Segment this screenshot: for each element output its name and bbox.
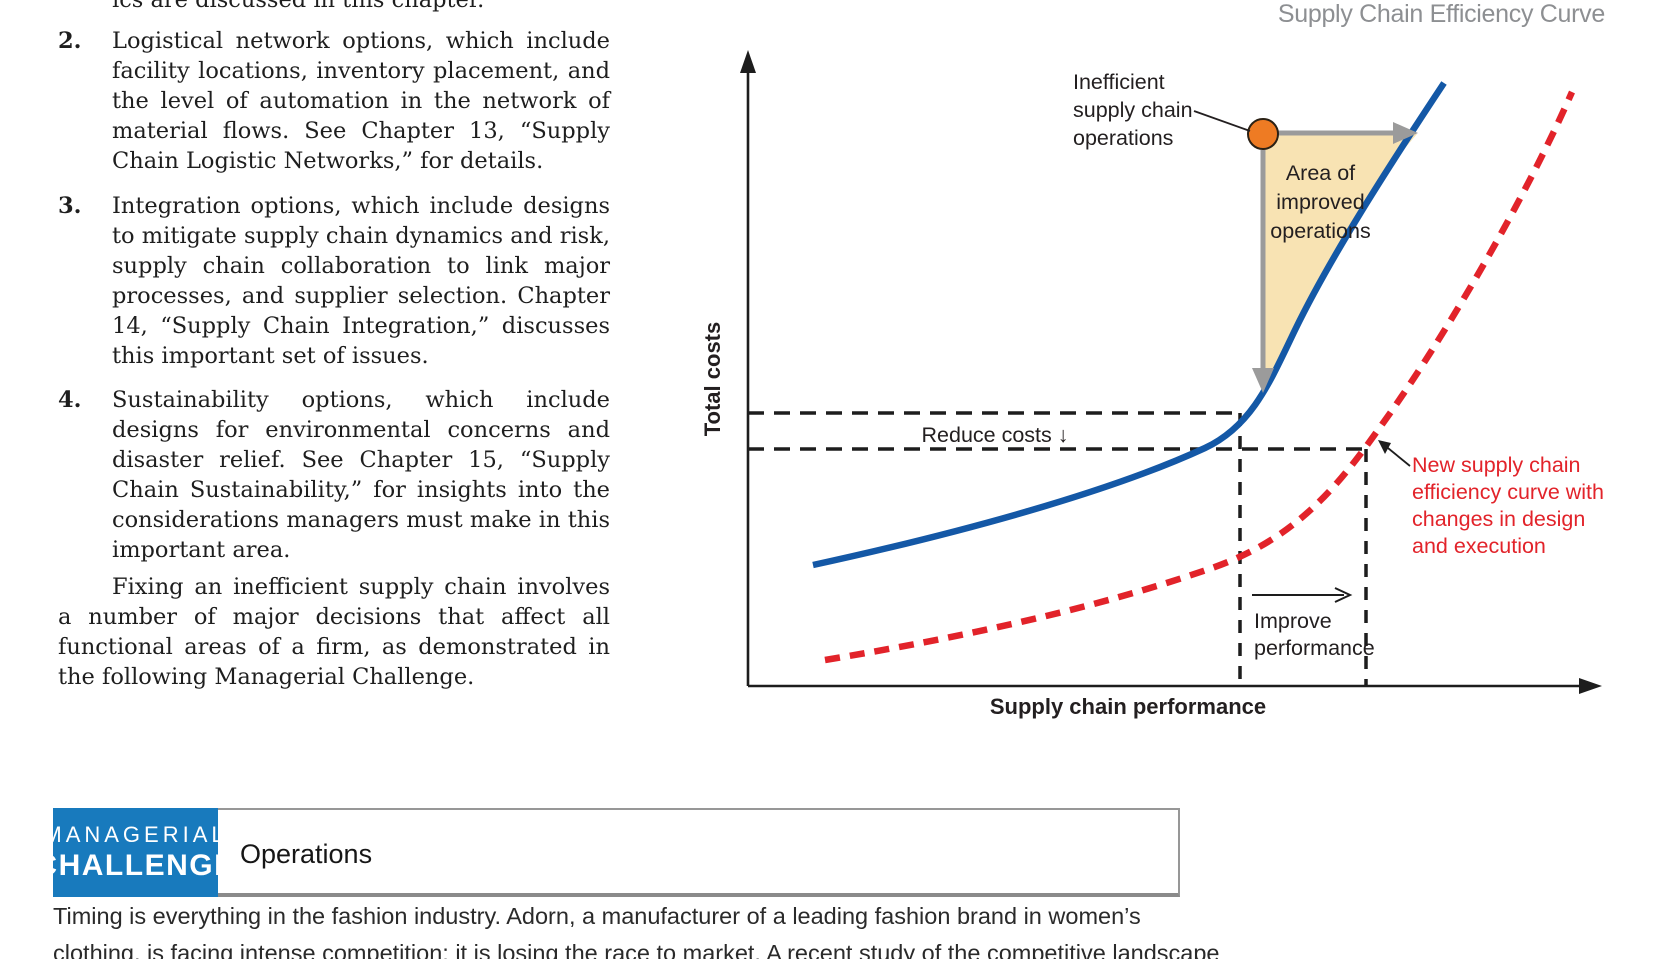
- inefficient-label-pointer-line: [1193, 110, 1251, 132]
- x-axis-arrowhead-icon: [1579, 678, 1602, 694]
- label-line: operations: [1073, 126, 1174, 150]
- badge-line-challenge: CHALLENGE: [35, 849, 236, 882]
- label-line: and execution: [1412, 534, 1546, 558]
- intro-paragraph-line: Timing is everything in the fashion indu…: [53, 903, 1141, 929]
- figure-title: Supply Chain Efficiency Curve: [1277, 0, 1605, 28]
- label-line: improved: [1276, 190, 1365, 214]
- label-line: efficiency curve with: [1412, 480, 1604, 504]
- label-line: New supply chain: [1412, 453, 1581, 477]
- improve-arrowhead-icon: [1334, 587, 1353, 603]
- badge-line-managerial: MANAGERIAL: [43, 822, 228, 847]
- improved-area-label: Area of improved operations: [1248, 159, 1393, 246]
- current-efficiency-curve: [812, 81, 1447, 569]
- closing-paragraph: Fixing an inefficient supply chain invol…: [58, 574, 610, 690]
- label-line: Improve: [1254, 609, 1332, 633]
- y-axis-label: Total costs: [700, 321, 725, 437]
- clipped-top-line: ics are discussed in this chapter.: [112, 0, 485, 13]
- improved-operations-area: [1263, 134, 1417, 390]
- gray-right-arrowhead-icon: [1393, 122, 1418, 144]
- list-item-number: 2.: [58, 28, 82, 54]
- list-item-number: 3.: [58, 193, 82, 219]
- label-line: Area of: [1285, 161, 1356, 185]
- label-line: performance: [1254, 636, 1375, 660]
- list-item: 2. Logistical network options, which inc…: [58, 26, 610, 176]
- inefficient-point-label: Inefficient supply chain operations: [1073, 68, 1193, 152]
- list-item-text: Logistical network options, which includ…: [112, 28, 610, 174]
- list-item: 3. Integration options, which include de…: [58, 191, 610, 371]
- label-line: changes in design: [1412, 507, 1586, 531]
- managerial-challenge-badge: MANAGERIAL CHALLENGE: [35, 808, 234, 897]
- managerial-challenge-box: [53, 808, 1180, 897]
- gray-down-arrowhead-icon: [1252, 368, 1274, 393]
- y-axis-arrowhead-icon: [740, 50, 756, 73]
- label-line: supply chain: [1073, 98, 1193, 122]
- list-item: 4. Sustainability options, which include…: [58, 385, 610, 565]
- improve-performance-label: Improve performance: [1254, 608, 1375, 662]
- new-efficiency-curve: [824, 90, 1575, 664]
- reduce-costs-label: Reduce costs ↓: [921, 423, 1069, 447]
- new-curve-arrowhead-icon: [1378, 440, 1391, 454]
- challenge-heading: Operations: [240, 839, 373, 869]
- list-item-text: Integration options, which include desig…: [112, 193, 610, 369]
- list-item-number: 4.: [58, 387, 82, 413]
- intro-paragraph-line-clipped: clothing, is facing intense competition;…: [53, 940, 1220, 959]
- list-item-text: Sustainability options, which include de…: [112, 387, 610, 563]
- x-axis-label: Supply chain performance: [989, 694, 1267, 719]
- label-line: operations: [1270, 219, 1371, 243]
- inefficient-point-marker: [1247, 118, 1279, 150]
- label-line: Inefficient: [1073, 70, 1165, 94]
- new-curve-label: New supply chain efficiency curve with c…: [1412, 452, 1604, 560]
